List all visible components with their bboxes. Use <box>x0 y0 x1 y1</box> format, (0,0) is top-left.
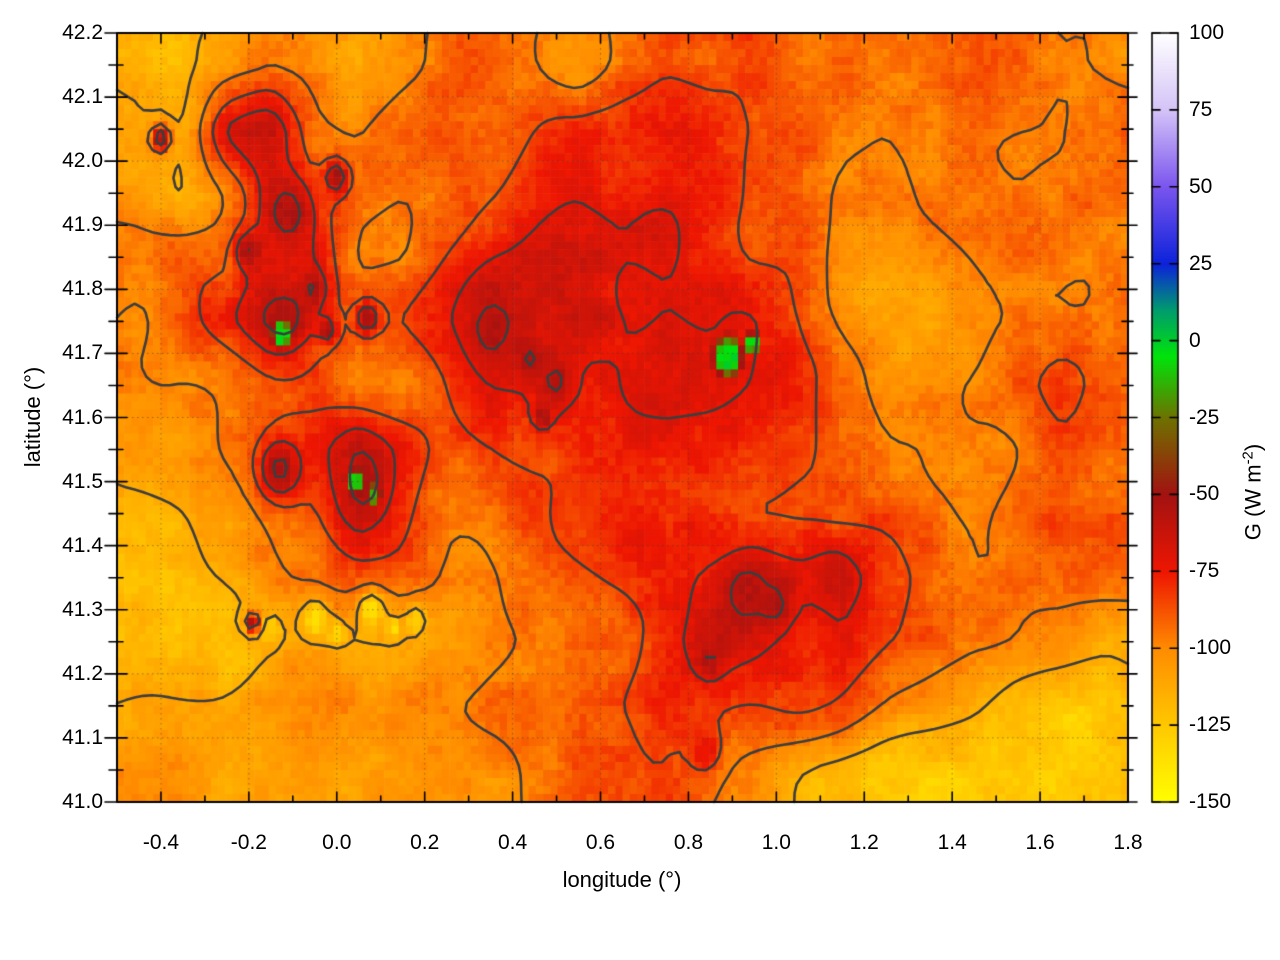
x-axis-title: longitude (°) <box>562 867 682 892</box>
y-tick-label: 41.1 <box>62 725 103 749</box>
colorbar-title-superscript: -2 <box>1239 451 1257 465</box>
y-tick-label: 41.8 <box>62 277 103 301</box>
y-tick-label: 41.5 <box>62 469 103 493</box>
x-tick-label: -0.2 <box>230 831 267 854</box>
y-tick-label: 41.2 <box>62 661 103 685</box>
colorbar-tick-label: 0 <box>1189 328 1201 352</box>
y-tick-label: 41.0 <box>62 790 103 813</box>
y-axis-title: latitude (°) <box>20 366 45 468</box>
y-tick-label: 42.1 <box>62 85 103 109</box>
y-tick-label: 41.6 <box>62 405 103 429</box>
colorbar-tick-label: 50 <box>1189 174 1213 198</box>
colorbar-title: G (W m-2) <box>1239 444 1266 540</box>
colorbar-tick-label: -100 <box>1189 636 1232 660</box>
colorbar-tick-label: 100 <box>1189 21 1225 44</box>
x-tick-label: 1.2 <box>849 831 879 854</box>
y-tick-label: 41.9 <box>62 213 103 237</box>
y-tick-label: 41.7 <box>62 341 103 365</box>
colorbar-tick-label: -25 <box>1189 405 1220 429</box>
x-tick-label: 0.4 <box>497 831 528 854</box>
y-tick-label: 41.4 <box>62 533 103 557</box>
colorbar-tick-label: -125 <box>1189 713 1232 737</box>
x-tick-label: 1.4 <box>937 831 967 854</box>
x-tick-label: 1.0 <box>761 831 791 854</box>
x-tick-label: 0.6 <box>585 831 616 854</box>
y-tick-label: 41.3 <box>62 597 103 621</box>
colorbar-tick-label: 75 <box>1189 97 1213 121</box>
colorbar-tick-label: -75 <box>1189 559 1220 583</box>
y-tick-label: 42.0 <box>62 149 103 173</box>
x-tick-label: 0.2 <box>410 831 440 854</box>
x-tick-label: -0.4 <box>142 831 180 854</box>
y-tick-label: 42.2 <box>62 21 103 44</box>
colorbar-tick-label: 25 <box>1189 251 1213 275</box>
colorbar-tick-label: -150 <box>1189 790 1232 813</box>
colorbar-title-prefix: G (W m <box>1240 464 1266 541</box>
colorbar-title-suffix: ) <box>1240 443 1266 452</box>
colorbar-tick-label: -50 <box>1189 482 1220 506</box>
x-tick-label: 0.0 <box>322 831 352 854</box>
x-tick-label: 0.8 <box>673 831 704 854</box>
x-tick-label: 1.8 <box>1113 831 1143 854</box>
x-tick-label: 1.6 <box>1025 831 1055 854</box>
